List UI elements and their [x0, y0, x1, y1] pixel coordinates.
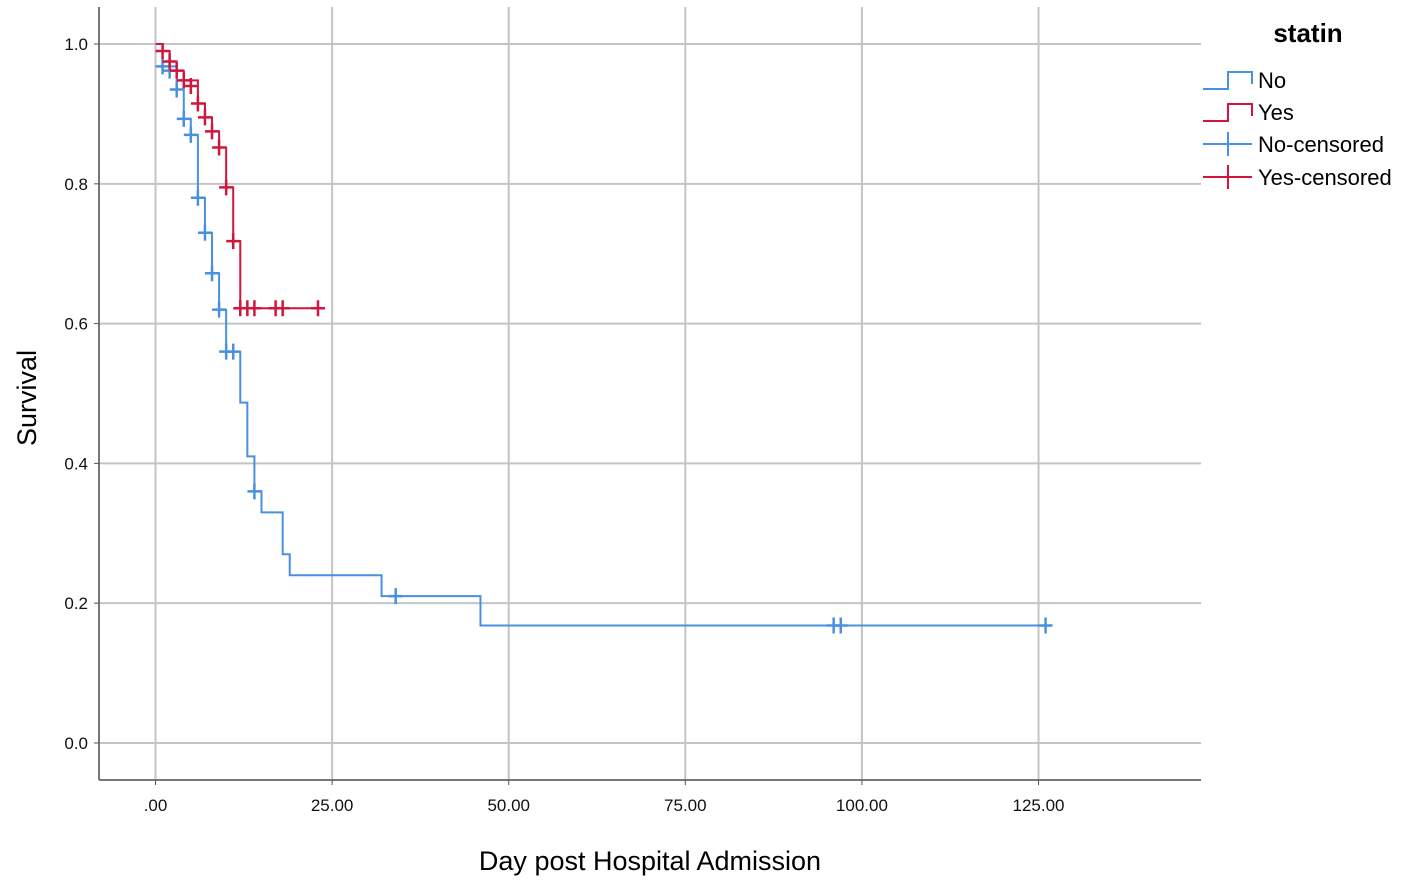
series-line-yes	[155, 43, 318, 310]
censor-mark	[176, 110, 191, 127]
y-tick-label: 0.8	[64, 175, 88, 194]
censor-mark	[226, 343, 241, 360]
censor-mark	[205, 265, 220, 282]
censor-mark	[247, 483, 262, 500]
censor-mark	[197, 109, 212, 126]
y-axis-title: Survival	[12, 350, 42, 446]
series-yes	[155, 43, 325, 317]
censor-mark	[162, 53, 177, 70]
legend-entry: No	[1203, 68, 1286, 93]
legend: statin No Yes No-censored Yes-censored	[1203, 18, 1392, 190]
censor-mark	[1038, 617, 1053, 634]
censor-mark	[169, 81, 184, 98]
y-tick-label: 0.6	[64, 315, 88, 334]
legend-swatch-censor	[1203, 165, 1252, 189]
censor-mark	[219, 179, 234, 196]
censor-mark	[226, 233, 241, 250]
legend-entry: Yes-censored	[1203, 165, 1392, 190]
censor-mark	[197, 224, 212, 241]
censor-mark	[190, 95, 205, 112]
censor-mark	[183, 126, 198, 143]
censor-mark	[155, 58, 170, 75]
legend-swatch-step	[1203, 71, 1253, 90]
series-no	[155, 43, 1053, 634]
legend-label: Yes-censored	[1258, 165, 1392, 190]
y-axis-ticks: 0.0 0.2 0.4 0.6 0.8 1.0	[64, 35, 99, 753]
censor-mark	[833, 617, 848, 634]
x-tick-label: 25.00	[311, 796, 354, 815]
censor-mark	[205, 123, 220, 140]
x-tick-label: .00	[144, 796, 168, 815]
x-axis-title: Day post Hospital Admission	[479, 846, 821, 876]
censor-mark	[169, 62, 184, 79]
y-tick-label: 0.2	[64, 594, 88, 613]
x-tick-label: 100.00	[836, 796, 888, 815]
legend-label: No-censored	[1258, 132, 1384, 157]
censor-mark	[247, 300, 262, 317]
censor-mark	[388, 588, 403, 605]
y-tick-label: 0.0	[64, 734, 88, 753]
censor-mark	[275, 300, 290, 317]
grid	[99, 7, 1201, 780]
censor-mark	[155, 43, 170, 60]
x-tick-label: 75.00	[664, 796, 707, 815]
legend-title: statin	[1273, 18, 1342, 48]
y-tick-label: 1.0	[64, 35, 88, 54]
axes	[98, 7, 1201, 781]
censor-mark	[176, 72, 191, 89]
y-tick-label: 0.4	[64, 454, 88, 473]
censor-mark	[310, 300, 325, 317]
x-tick-label: 125.00	[1013, 796, 1065, 815]
legend-entry: No-censored	[1203, 132, 1384, 157]
censor-mark	[183, 77, 198, 94]
series-layer	[155, 43, 1053, 634]
censor-mark	[212, 301, 227, 318]
legend-swatch-step	[1203, 103, 1253, 122]
legend-label: Yes	[1258, 100, 1294, 125]
legend-entries: No Yes No-censored Yes-censored	[1203, 68, 1392, 190]
series-line-no	[155, 43, 1046, 627]
x-tick-label: 50.00	[487, 796, 530, 815]
legend-label: No	[1258, 68, 1286, 93]
x-axis-ticks: .00 25.00 50.00 75.00 100.00 125.00	[144, 780, 1065, 815]
censor-mark	[190, 189, 205, 206]
censor-mark	[212, 139, 227, 156]
legend-entry: Yes	[1203, 100, 1294, 125]
legend-swatch-censor	[1203, 132, 1252, 156]
